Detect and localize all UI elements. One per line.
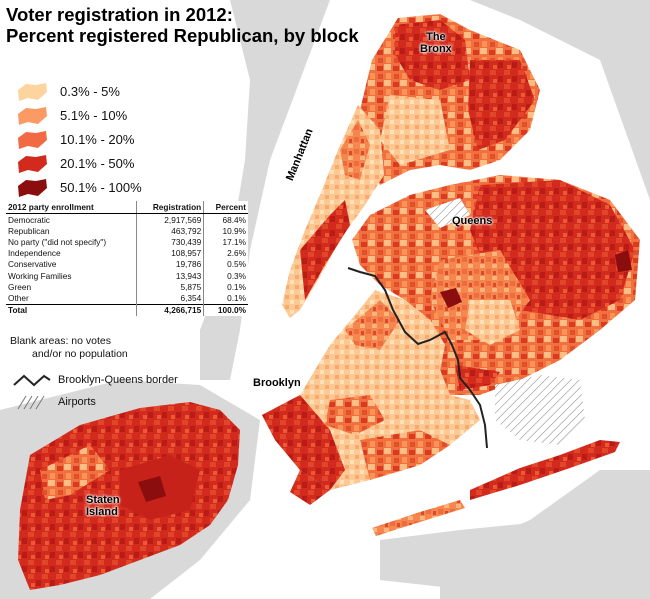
percent-value: 68.4% xyxy=(222,214,246,225)
table-row: Conservative 19,786 0.5% xyxy=(6,258,248,270)
airports-legend: Airports xyxy=(12,394,232,412)
queens-label: Queens xyxy=(452,215,493,227)
title-line-2: Percent registered Republican, by block xyxy=(6,25,359,46)
party-name: No party ("did not specify") xyxy=(6,236,137,248)
legend-label: 20.1% - 50% xyxy=(60,156,135,171)
bronx-label-line-1: The xyxy=(426,31,446,43)
registration-value: 13,943 xyxy=(136,269,205,282)
registration-value: 6,354 xyxy=(136,292,205,304)
jfk-airport xyxy=(495,375,585,445)
percent-value: 10.9% xyxy=(222,225,246,236)
hatch-icon xyxy=(17,395,45,410)
legend-swatch xyxy=(18,107,47,125)
blank-areas-note: Blank areas: no votes and/or no populati… xyxy=(10,335,128,361)
table-header: Registration xyxy=(136,201,205,214)
brooklyn-label: Brooklyn xyxy=(253,377,301,389)
blank-note-line-1: Blank areas: no votes xyxy=(10,335,111,347)
table-row: Other 6,354 0.1% xyxy=(6,292,248,304)
legend-item: 5.1% - 10% xyxy=(10,106,210,130)
party-name: Green xyxy=(6,281,137,293)
legend-swatch xyxy=(18,83,47,101)
table-row: Green 5,875 0.1% xyxy=(6,281,248,293)
brooklyn-queens-border xyxy=(347,267,488,449)
border-line-icon xyxy=(13,374,51,387)
legend-item: 20.1% - 50% xyxy=(10,154,210,178)
percent-value: 2.6% xyxy=(227,248,246,259)
legend-swatch xyxy=(18,131,47,149)
rockaway-area xyxy=(470,440,620,500)
staten-label-line-2: Island xyxy=(86,506,118,518)
percent-value: 0.1% xyxy=(227,292,246,303)
blank-note-line-2: and/or no population xyxy=(32,348,128,360)
party-name: Democratic xyxy=(6,213,137,226)
staten-label-line-1: Staten xyxy=(86,494,120,506)
total-label: Total xyxy=(6,303,137,316)
legend-item: 50.1% - 100% xyxy=(10,178,210,202)
table-header-row: 2012 party enrollment Registration Perce… xyxy=(6,201,248,214)
legend-label: 0.3% - 5% xyxy=(60,84,120,99)
airports-legend-label: Airports xyxy=(58,396,96,408)
staten-island-label: Staten Island xyxy=(86,494,120,518)
total-registration: 4,266,715 xyxy=(136,303,205,316)
map-title: Voter registration in 2012: Percent regi… xyxy=(6,4,366,46)
percent-value: 17.1% xyxy=(222,236,246,247)
party-name: Conservative xyxy=(6,258,137,270)
table-row: Republican 463,792 10.9% xyxy=(6,225,248,237)
legend-label: 50.1% - 100% xyxy=(60,180,142,195)
registration-value: 5,875 xyxy=(136,281,205,293)
bronx-label: The Bronx xyxy=(420,31,452,55)
party-name: Independence xyxy=(6,247,137,259)
party-name: Republican xyxy=(6,225,137,237)
registration-value: 730,439 xyxy=(136,236,205,248)
table-row: No party ("did not specify") 730,439 17.… xyxy=(6,236,248,248)
party-name: Working Families xyxy=(6,269,137,282)
table-row: Working Families 13,943 0.3% xyxy=(6,269,248,282)
legend-item: 0.3% - 5% xyxy=(10,82,210,106)
legend-item: 10.1% - 20% xyxy=(10,130,210,154)
percent-value: 0.1% xyxy=(227,281,246,292)
legend-label: 5.1% - 10% xyxy=(60,108,128,123)
title-line-1: Voter registration in 2012: xyxy=(6,4,233,25)
border-legend: Brooklyn-Queens border xyxy=(12,372,232,390)
registration-value: 19,786 xyxy=(136,258,205,270)
color-legend: 0.3% - 5% 5.1% - 10% 10.1% - 20% 20.1% -… xyxy=(10,82,210,202)
table-header: Percent xyxy=(203,201,248,214)
table-total-row: Total 4,266,715 100.0% xyxy=(6,303,248,316)
legend-label: 10.1% - 20% xyxy=(60,132,135,147)
registration-value: 108,957 xyxy=(136,247,205,259)
percent-value: 0.3% xyxy=(227,270,246,281)
bronx-label-line-2: Bronx xyxy=(420,43,452,55)
registration-value: 2,917,569 xyxy=(136,213,205,226)
laguardia-airport xyxy=(425,198,470,228)
legend-swatch xyxy=(18,155,47,173)
registration-value: 463,792 xyxy=(136,225,205,237)
table-row: Independence 108,957 2.6% xyxy=(6,247,248,259)
party-enrollment-table: 2012 party enrollment Registration Perce… xyxy=(6,201,248,316)
party-name: Other xyxy=(6,292,137,304)
legend-swatch xyxy=(18,179,47,197)
manhattan-area xyxy=(282,105,384,318)
table-row: Democratic 2,917,569 68.4% xyxy=(6,213,248,226)
table-header: 2012 party enrollment xyxy=(6,201,137,214)
border-legend-label: Brooklyn-Queens border xyxy=(58,374,178,386)
total-percent: 100.0% xyxy=(203,303,248,316)
percent-value: 0.5% xyxy=(227,259,246,270)
